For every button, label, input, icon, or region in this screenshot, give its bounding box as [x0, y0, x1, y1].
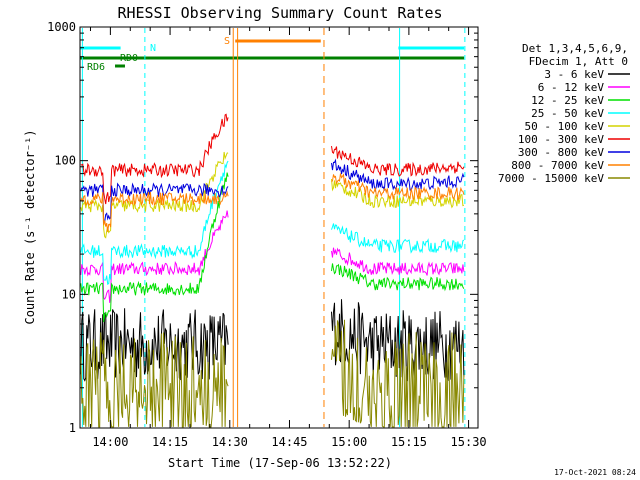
y-tick-label: 1000 — [47, 20, 76, 34]
series-line-segment — [331, 319, 465, 428]
series-line-segment — [80, 160, 229, 286]
series-line-segment — [80, 332, 229, 428]
legend-entry: 50 - 100 keV — [525, 120, 605, 133]
series-line-segment — [80, 190, 229, 233]
series-line-segment — [80, 172, 229, 323]
y-tick-label: 10 — [62, 287, 76, 301]
series-300-800kev — [80, 158, 465, 224]
flag-label-s: S — [224, 36, 230, 47]
x-tick-label: 14:15 — [152, 435, 188, 449]
series-7000-15000kev — [80, 319, 465, 428]
legend-entry: 7000 - 15000 keV — [498, 172, 604, 185]
y-tick-labels: 1 10 100 1000 — [47, 20, 76, 435]
x-tick-label: 14:00 — [92, 435, 128, 449]
legend-header-line-2: FDecim 1, Att 0 — [529, 55, 628, 68]
flag-label-rd0: RD0 — [120, 53, 138, 64]
x-tick-label: 14:30 — [212, 435, 248, 449]
series-line-segment — [80, 210, 229, 303]
legend-entry: 6 - 12 keV — [538, 81, 605, 94]
series-line-segment — [331, 247, 465, 276]
y-tick-label: 100 — [54, 154, 76, 168]
legend-entry: 100 - 300 keV — [518, 133, 604, 146]
axes — [79, 26, 479, 429]
legend-entry: 12 - 25 keV — [531, 94, 604, 107]
y-axis-label: Count Rate (s⁻¹ detector⁻¹) — [23, 129, 37, 324]
series-line-segment — [331, 158, 465, 192]
series-line-segment — [331, 173, 465, 202]
series-6-12kev — [80, 210, 465, 303]
series-line-segment — [331, 263, 465, 292]
series-line-segment — [80, 182, 229, 224]
flag-label-n: N — [150, 43, 156, 54]
series-line-segment — [331, 178, 464, 209]
flag-labels: N S RD0 RD6 — [87, 36, 230, 73]
x-tick-label: 15:30 — [451, 435, 487, 449]
legend-header-line-1: Det 1,3,4,5,6,9, — [522, 42, 628, 55]
series-25-50kev — [80, 160, 465, 286]
series-800-7000kev — [80, 173, 465, 233]
legend-entry: 800 - 7000 keV — [511, 159, 604, 172]
footer-timestamp: 17-Oct-2021 08:24 — [554, 468, 636, 477]
x-tick-label: 15:15 — [391, 435, 427, 449]
legend-entry: 25 - 50 keV — [531, 107, 604, 120]
x-axis-label: Start Time (17-Sep-06 13:52:22) — [168, 456, 392, 470]
chart-title: RHESSI Observing Summary Count Rates — [117, 4, 442, 22]
series-100-300kev — [80, 113, 465, 205]
y-tick-label: 1 — [69, 421, 76, 435]
flag-label-rd6: RD6 — [87, 62, 105, 73]
legend-entry: 300 - 800 keV — [518, 146, 604, 159]
x-tick-labels: 14:00 14:15 14:30 14:45 15:00 15:15 15:30 — [92, 435, 486, 449]
series-12-25kev — [80, 172, 465, 323]
series-lines — [80, 113, 465, 428]
series-line-segment — [331, 146, 465, 177]
x-tick-label: 14:45 — [271, 435, 307, 449]
series-line-segment — [331, 299, 465, 382]
series-line-segment — [331, 223, 465, 254]
series-line-segment — [80, 113, 229, 205]
x-tick-label: 15:00 — [331, 435, 367, 449]
legend-entry: 3 - 6 keV — [544, 68, 604, 81]
plot-frame — [79, 26, 479, 429]
